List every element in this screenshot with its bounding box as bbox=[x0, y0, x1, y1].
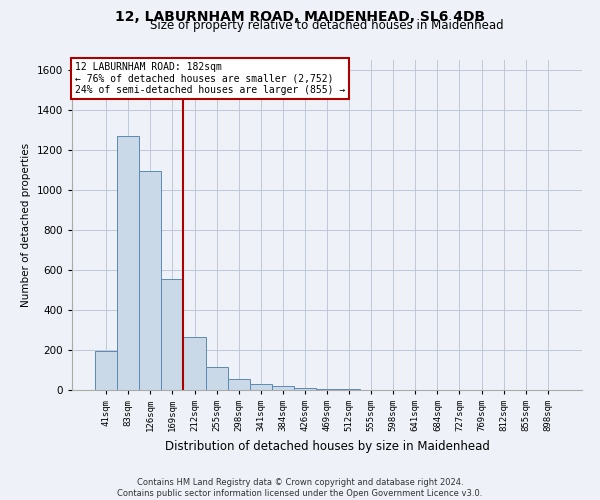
Bar bbox=[95, 351, 117, 390]
Text: 12, LABURNHAM ROAD, MAIDENHEAD, SL6 4DB: 12, LABURNHAM ROAD, MAIDENHEAD, SL6 4DB bbox=[115, 10, 485, 24]
Bar bbox=[294, 388, 316, 390]
Bar bbox=[250, 384, 272, 390]
Bar bbox=[184, 337, 206, 390]
Title: Size of property relative to detached houses in Maidenhead: Size of property relative to detached ho… bbox=[150, 20, 504, 32]
X-axis label: Distribution of detached houses by size in Maidenhead: Distribution of detached houses by size … bbox=[164, 440, 490, 452]
Bar bbox=[206, 367, 227, 390]
Text: 12 LABURNHAM ROAD: 182sqm
← 76% of detached houses are smaller (2,752)
24% of se: 12 LABURNHAM ROAD: 182sqm ← 76% of detac… bbox=[74, 62, 345, 95]
Bar bbox=[272, 386, 294, 390]
Bar bbox=[161, 279, 184, 390]
Bar bbox=[316, 389, 338, 390]
Text: Contains HM Land Registry data © Crown copyright and database right 2024.
Contai: Contains HM Land Registry data © Crown c… bbox=[118, 478, 482, 498]
Bar bbox=[117, 136, 139, 390]
Bar bbox=[227, 379, 250, 390]
Y-axis label: Number of detached properties: Number of detached properties bbox=[21, 143, 31, 307]
Bar bbox=[139, 171, 161, 390]
